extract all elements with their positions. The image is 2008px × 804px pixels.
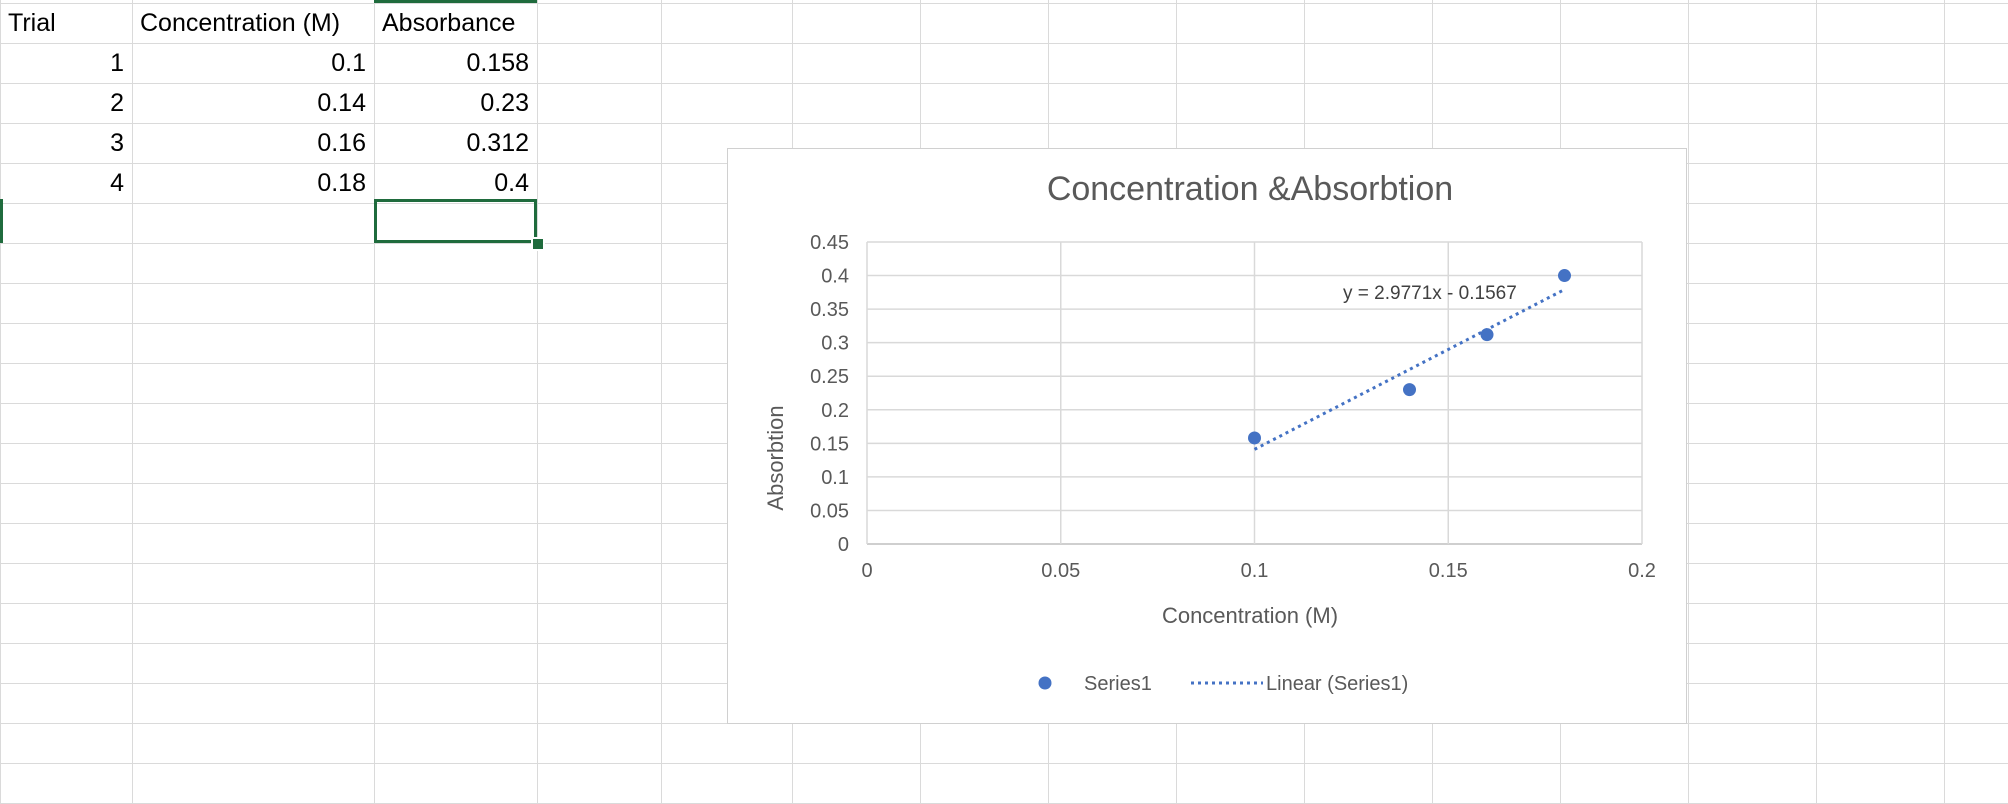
cell-trial[interactable]: 3 <box>110 129 124 157</box>
legend-marker-series1 <box>1038 676 1052 690</box>
legend-label-trendline: Linear (Series1) <box>1266 673 1408 695</box>
selected-cell[interactable] <box>374 199 537 243</box>
active-row-indicator <box>0 199 3 243</box>
data-point[interactable] <box>1403 383 1416 397</box>
column-gridline <box>132 0 133 804</box>
column-gridline <box>374 0 375 804</box>
data-point[interactable] <box>1558 269 1571 283</box>
legend-label-series1: Series1 <box>1084 673 1152 695</box>
y-tick-label: 0.2 <box>821 400 849 422</box>
cell-concentration[interactable]: 0.18 <box>317 169 366 197</box>
data-points[interactable] <box>1248 269 1571 445</box>
cell-concentration[interactable]: 0.14 <box>317 89 366 117</box>
y-tick-label: 0.1 <box>821 467 849 489</box>
chart-legend[interactable]: Series1 Linear (Series1) <box>1038 673 1409 695</box>
plot-gridlines <box>866 241 1643 545</box>
row-gridline <box>0 123 2008 124</box>
y-tick-label: 0.3 <box>821 333 849 355</box>
x-axis-title[interactable]: Concentration (M) <box>1162 603 1338 628</box>
header-cell-absorbance[interactable]: Absorbance <box>382 9 516 37</box>
header-cell-trial[interactable]: Trial <box>8 9 56 37</box>
x-tick-label: 0 <box>861 560 872 582</box>
row-gridline <box>0 83 2008 84</box>
cell-absorbance[interactable]: 0.4 <box>494 169 529 197</box>
cell-trial[interactable]: 1 <box>110 49 124 77</box>
cell-trial[interactable]: 4 <box>110 169 124 197</box>
x-tick-label: 0.15 <box>1429 560 1468 582</box>
cell-absorbance[interactable]: 0.23 <box>480 89 529 117</box>
scatter-chart[interactable]: Concentration &Absorbtion 0 0.05 0.1 0.15 0.… <box>727 148 1687 724</box>
row-gridline <box>0 3 2008 4</box>
data-point[interactable] <box>1480 328 1494 342</box>
header-cell-concentration[interactable]: Concentration (M) <box>140 9 341 37</box>
column-gridline <box>1816 0 1817 804</box>
trendline[interactable] <box>1253 288 1566 451</box>
chart-title[interactable]: Concentration &Absorbtion <box>1047 170 1453 208</box>
x-axis-tick-labels[interactable]: 0 0.05 0.1 0.15 0.2 <box>861 560 1655 582</box>
column-gridline <box>661 0 662 804</box>
row-gridline <box>0 43 2008 44</box>
column-gridline <box>537 0 538 804</box>
y-tick-label: 0.25 <box>810 366 849 388</box>
data-point[interactable] <box>1248 431 1261 445</box>
x-tick-label: 0.2 <box>1628 560 1656 582</box>
y-tick-label: 0.15 <box>810 433 849 455</box>
y-tick-label: 0.4 <box>821 266 849 288</box>
x-tick-label: 0.1 <box>1241 560 1269 582</box>
x-tick-label: 0.05 <box>1041 560 1080 582</box>
active-column-indicator <box>374 0 537 3</box>
cell-absorbance[interactable]: 0.158 <box>466 49 529 77</box>
cell-concentration[interactable]: 0.16 <box>317 129 366 157</box>
y-axis-tick-labels[interactable]: 0 0.05 0.1 0.15 0.2 0.25 0.3 0.35 0.4 0.45 <box>810 232 849 556</box>
row-gridline <box>0 763 2008 764</box>
y-axis-title[interactable]: Absorbtion <box>763 405 788 510</box>
trendline-equation[interactable]: y = 2.9771x - 0.1567 <box>1343 283 1517 304</box>
y-tick-label: 0.45 <box>810 232 849 254</box>
column-gridline <box>1944 0 1945 804</box>
cell-absorbance[interactable]: 0.312 <box>466 129 529 157</box>
column-gridline <box>1688 0 1689 804</box>
fill-handle[interactable] <box>531 237 545 251</box>
cell-concentration[interactable]: 0.1 <box>331 49 366 77</box>
cell-trial[interactable]: 2 <box>110 89 124 117</box>
column-gridline <box>0 0 1 804</box>
y-tick-label: 0.35 <box>810 299 849 321</box>
chart-area[interactable] <box>727 148 1687 724</box>
y-tick-label: 0 <box>838 534 849 556</box>
y-tick-label: 0.05 <box>810 500 849 522</box>
